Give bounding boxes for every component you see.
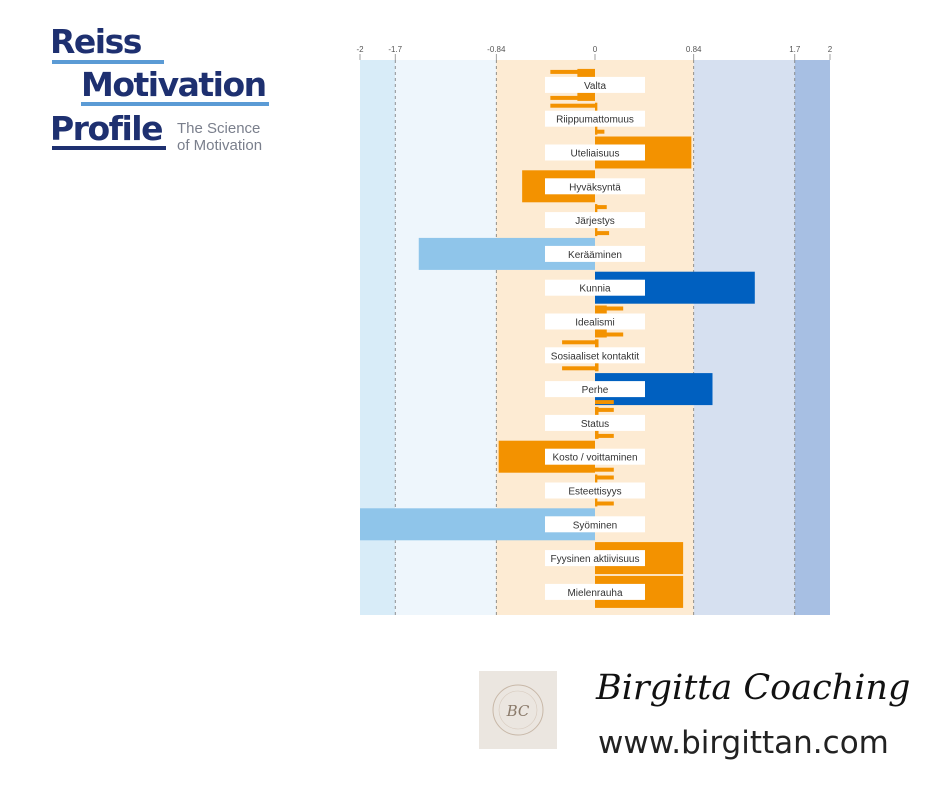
badge-initials: BC: [506, 702, 530, 720]
brand-name: Birgitta Coaching: [596, 668, 911, 708]
logo-tagline-line-2: of Motivation: [177, 137, 263, 154]
category-label-4: Järjestys: [575, 216, 614, 227]
logo-word-motivation: Motivation: [81, 65, 267, 104]
chart-svg: -2 -1.7 -0.84 0 0.84 1.7 2 Valta Riippumattomuus…: [356, 45, 833, 615]
label-box-15: [545, 583, 645, 600]
category-label-13: Syöminen: [573, 520, 617, 531]
marker-upper-12: [595, 475, 614, 480]
category-label-12: Esteettisyys: [568, 487, 621, 498]
tick-label-1: -1.7: [388, 45, 402, 54]
logo-word-reiss: Reiss: [50, 22, 142, 61]
category-label-15: Mielenrauha: [567, 588, 622, 599]
brand-badge-emblem: BC: [492, 684, 544, 736]
marker-lower-0: [550, 95, 595, 100]
category-label-11: Kosto / voittaminen: [552, 453, 637, 464]
marker-lower-1: [595, 129, 605, 134]
marker-lower-8: [562, 366, 595, 371]
label-box-14: [545, 550, 645, 567]
category-label-3: Hyväksyntä: [569, 182, 621, 193]
tick-label-4: 0.84: [686, 45, 702, 54]
brand-website-link[interactable]: www.birgittan.com: [598, 725, 889, 761]
marker-lower-11: [595, 467, 614, 472]
label-box-10: [545, 414, 645, 431]
marker-upper-2: [595, 137, 607, 142]
marker-lower-7: [595, 332, 624, 337]
tick-label-5: 1.7: [789, 45, 801, 54]
brand-badge: BC: [479, 671, 557, 749]
logo-accent-bar-top: [52, 60, 164, 64]
tick-label-3: 0: [593, 45, 598, 54]
category-label-14: Fyysinen aktiivisuus: [551, 554, 640, 565]
marker-lower-9: [595, 400, 614, 405]
marker-upper-7: [595, 306, 624, 311]
logo-accent-bar-middle: [81, 102, 269, 106]
label-box-4: [545, 212, 645, 229]
motivation-profile-chart: -2 -1.7 -0.84 0 0.84 1.7 2 Valta Riippumattomuus…: [350, 40, 840, 620]
logo-word-profile: Profile: [50, 109, 164, 148]
label-box-12: [545, 482, 645, 499]
category-label-7: Idealismi: [575, 318, 614, 329]
label-box-13: [545, 516, 645, 533]
category-label-0: Valta: [584, 81, 606, 92]
marker-lower-12: [595, 501, 614, 506]
marker-lower-10: [595, 433, 614, 438]
label-box-2: [545, 144, 645, 161]
logo-tagline-line-1: The Science: [177, 120, 261, 137]
category-label-5: Kerääminen: [568, 250, 622, 261]
reiss-motivation-profile-logo: Reiss Motivation Profile The Science of …: [50, 22, 280, 157]
category-label-1: Riippumattomuus: [556, 115, 634, 126]
marker-upper-8: [562, 340, 595, 345]
category-label-6: Kunnia: [579, 284, 611, 295]
marker-lower-4: [595, 231, 610, 236]
label-box-6: [545, 279, 645, 296]
marker-upper-4: [595, 205, 607, 210]
label-box-8: [545, 347, 645, 364]
logo-tagline: The Science of Motivation: [177, 120, 262, 154]
label-box-1: [545, 110, 645, 127]
band-high: [693, 60, 795, 615]
marker-lower-3: [590, 197, 595, 202]
category-label-8: Sosiaaliset kontaktit: [551, 351, 640, 362]
tick-label-2: -0.84: [487, 45, 506, 54]
marker-lower-2: [595, 163, 607, 168]
tick-label-0: -2: [356, 45, 364, 54]
category-label-2: Uteliaisuus: [571, 149, 620, 160]
band-far-high: [794, 60, 830, 615]
label-box-5: [545, 245, 645, 262]
label-box-9: [545, 381, 645, 398]
tick-label-6: 2: [828, 45, 833, 54]
label-box-0: [545, 76, 645, 93]
logo-underline-bar: [52, 146, 166, 150]
marker-upper-1: [550, 103, 595, 108]
label-box-7: [545, 313, 645, 330]
badge-outer-ring: [492, 684, 544, 736]
badge-inner-ring: [498, 690, 538, 730]
marker-upper-3: [590, 171, 595, 176]
marker-upper-0: [550, 69, 595, 74]
category-label-9: Perhe: [582, 385, 609, 396]
marker-upper-10: [595, 407, 614, 412]
label-box-3: [545, 178, 645, 195]
category-label-10: Status: [581, 419, 609, 430]
label-box-11: [545, 448, 645, 465]
